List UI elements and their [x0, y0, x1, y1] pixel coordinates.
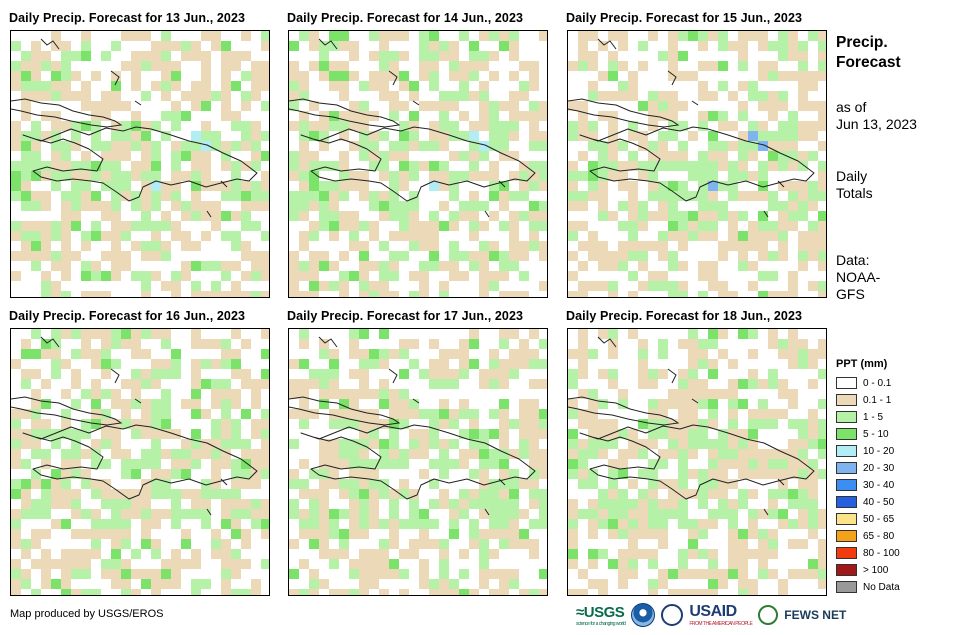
legend-label: 65 - 80: [863, 530, 895, 542]
legend-swatch: [836, 496, 857, 508]
data-source-line1: Data:: [836, 252, 870, 268]
usaid-logo: USAID FROM THE AMERICAN PEOPLE: [689, 603, 752, 627]
data-source-line2: NOAA-: [836, 269, 881, 285]
partner-logos: ≈USGS science for a changing world USAID…: [576, 600, 846, 630]
legend-item: > 100: [836, 563, 888, 577]
as-of-label: as of: [836, 99, 867, 115]
legend-label: 0.1 - 1: [863, 394, 892, 406]
panel-title: Daily Precip. Forecast for 13 Jun., 2023: [9, 11, 246, 25]
legend-label: 40 - 50: [863, 496, 895, 508]
legend-swatch: [836, 377, 857, 389]
legend-label: 80 - 100: [863, 547, 900, 559]
as-of-date: as of Jun 13, 2023: [836, 99, 917, 133]
legend-swatch: [836, 564, 857, 576]
map-credit: Map produced by USGS/EROS: [10, 608, 164, 620]
legend-item: 5 - 10: [836, 427, 889, 441]
legend-label: 30 - 40: [863, 479, 895, 491]
usaid-logo-text: USAID: [689, 603, 737, 620]
totals-line1: Daily: [836, 168, 868, 184]
legend-item: 10 - 20: [836, 444, 894, 458]
precip-map-canvas: [568, 329, 826, 595]
precip-map-canvas: [568, 31, 826, 297]
side-title-line2: Forecast: [836, 54, 901, 71]
legend-title: PPT (mm): [836, 358, 888, 370]
legend-label: 10 - 20: [863, 445, 895, 457]
precip-map-canvas: [11, 329, 269, 595]
precip-map: [10, 328, 270, 596]
legend-swatch: [836, 428, 857, 440]
legend-label: 0 - 0.1: [863, 377, 892, 389]
legend-item: 65 - 80: [836, 529, 894, 543]
legend-swatch: [836, 547, 857, 559]
precip-map: [10, 30, 270, 298]
legend-item: 20 - 30: [836, 461, 894, 475]
precip-map-canvas: [289, 31, 547, 297]
fews-net-logo: FEWS NET: [784, 608, 847, 622]
legend-label: No Data: [863, 581, 900, 593]
fews-globe-icon: [758, 605, 779, 625]
legend-label: 5 - 10: [863, 428, 889, 440]
legend-label: > 100: [863, 564, 889, 576]
totals-line2: Totals: [836, 185, 873, 201]
legend-item: 1 - 5: [836, 410, 883, 424]
legend-label: 50 - 65: [863, 513, 895, 525]
legend-swatch: [836, 411, 857, 423]
panel-title: Daily Precip. Forecast for 17 Jun., 2023: [287, 309, 524, 323]
panel-title: Daily Precip. Forecast for 16 Jun., 2023: [9, 309, 246, 323]
usgs-logo-text: ≈USGS: [576, 603, 625, 621]
legend-item: 80 - 100: [836, 546, 900, 560]
legend-swatch: [836, 581, 857, 593]
side-title: Precip. Forecast: [836, 33, 936, 73]
legend-swatch: [836, 445, 857, 457]
panel-title: Daily Precip. Forecast for 14 Jun., 2023: [287, 11, 524, 25]
totals-note: Daily Totals: [836, 168, 873, 202]
side-title-line1: Precip.: [836, 34, 888, 51]
legend-item: 0.1 - 1: [836, 393, 891, 407]
precip-map: [567, 30, 827, 298]
precip-map: [288, 30, 548, 298]
legend-item: No Data: [836, 580, 900, 594]
usaid-seal-icon: [661, 604, 684, 626]
panel-title: Daily Precip. Forecast for 15 Jun., 2023: [566, 11, 803, 25]
usgs-tagline: science for a changing world: [576, 620, 626, 627]
precip-map: [567, 328, 827, 596]
legend-swatch: [836, 513, 857, 525]
legend-item: 0 - 0.1: [836, 376, 891, 390]
legend-item: 30 - 40: [836, 478, 894, 492]
data-source-line3: GFS: [836, 286, 865, 302]
legend-label: 20 - 30: [863, 462, 895, 474]
legend-label: 1 - 5: [863, 411, 884, 423]
precip-map: [288, 328, 548, 596]
as-of-value: Jun 13, 2023: [836, 116, 917, 132]
panel-title: Daily Precip. Forecast for 18 Jun., 2023: [566, 309, 803, 323]
legend-swatch: [836, 530, 857, 542]
data-source: Data: NOAA- GFS: [836, 252, 880, 303]
noaa-logo-icon: [631, 603, 656, 627]
usaid-tagline: FROM THE AMERICAN PEOPLE: [689, 621, 753, 627]
legend-swatch: [836, 394, 857, 406]
legend-swatch: [836, 462, 857, 474]
legend-swatch: [836, 479, 857, 491]
usgs-logo: ≈USGS science for a changing world: [576, 603, 626, 627]
legend-item: 50 - 65: [836, 512, 894, 526]
precip-map-canvas: [289, 329, 547, 595]
legend-item: 40 - 50: [836, 495, 894, 509]
precip-map-canvas: [11, 31, 269, 297]
